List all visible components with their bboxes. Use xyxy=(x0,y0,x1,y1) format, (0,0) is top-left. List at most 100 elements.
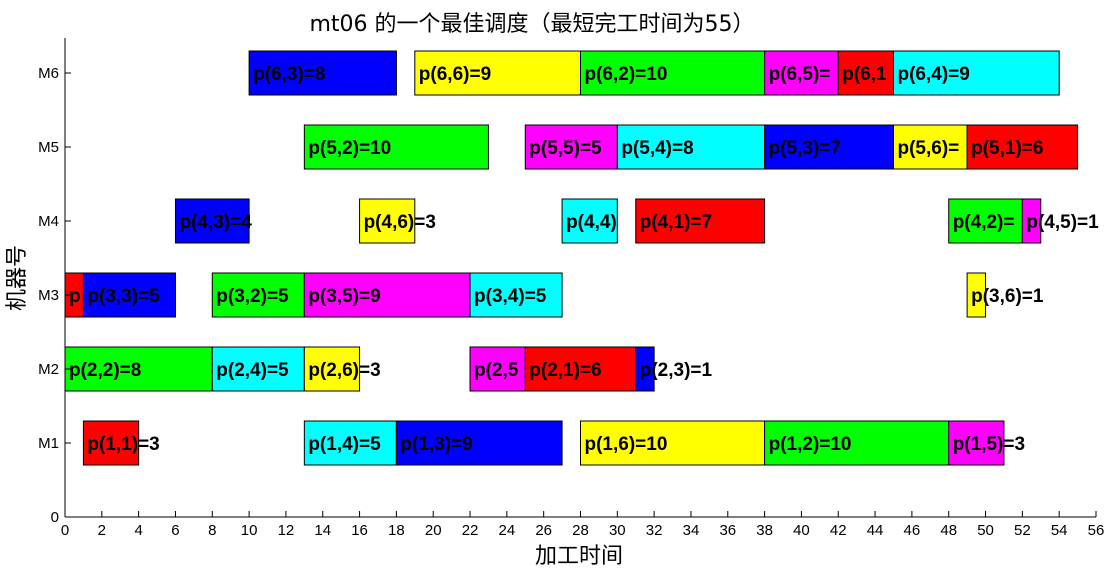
task-label-m6-j4: p(6,4)=9 xyxy=(897,64,969,85)
task-label-m6-j1: p(6,1 xyxy=(842,64,887,85)
task-label-m3-j1: p xyxy=(69,286,81,307)
task-label-m6-j3: p(6,3)=8 xyxy=(253,64,325,85)
task-label-m2-j6: p(2,6)=3 xyxy=(308,360,380,381)
task-bar-m5-j2 xyxy=(303,124,489,170)
y-tick-label: M1 xyxy=(38,435,59,452)
task-bar-m1-j6 xyxy=(580,420,766,466)
x-tick-label: 50 xyxy=(977,522,994,539)
axes: 0 2 4 6 8 10 12 14 16 18 20 22 24 26 28 30 32 34 36 38 40 42 4… xyxy=(38,38,1104,539)
task-bar-m6-j5 xyxy=(764,50,839,96)
task-bar-m2-j5 xyxy=(469,346,526,392)
x-tick-label: 34 xyxy=(683,522,700,539)
y-axis-label: 机器号 xyxy=(5,245,30,311)
task-label-m1-j1: p(1,1)=3 xyxy=(87,434,159,455)
task-bar-m2-j2 xyxy=(64,346,213,392)
y-tick-label: M6 xyxy=(38,65,59,82)
task-label-m6-j2: p(6,2)=10 xyxy=(585,64,668,85)
task-bar-m3-j5 xyxy=(303,272,471,318)
task-label-m2-j3: p(2,3)=1 xyxy=(640,360,713,381)
task-bars xyxy=(64,50,1079,466)
task-label-m5-j4: p(5,4)=8 xyxy=(621,138,693,159)
x-tick-label: 16 xyxy=(351,522,368,539)
task-bar-m4-j6 xyxy=(359,198,416,244)
task-bar-m1-j2 xyxy=(764,420,950,466)
task-label-m3-j3: p(3,3)=5 xyxy=(87,286,160,307)
task-bar-m2-j3 xyxy=(635,346,655,392)
task-bar-m3-j3 xyxy=(82,272,176,318)
y-tick-label: M5 xyxy=(38,139,59,156)
x-tick-label: 0 xyxy=(61,522,69,539)
task-bar-m2-j6 xyxy=(303,346,361,392)
task-label-m3-j5: p(3,5)=9 xyxy=(308,286,380,307)
task-label-m5-j2: p(5,2)=10 xyxy=(308,138,391,159)
task-bar-m2-j4 xyxy=(211,346,305,392)
task-bar-m6-j1 xyxy=(837,50,894,96)
y-tick-label: M3 xyxy=(38,287,59,304)
task-label-m3-j2: p(3,2)=5 xyxy=(216,286,289,307)
task-bar-m1-j5 xyxy=(948,420,1005,466)
task-label-m6-j5: p(6,5)= xyxy=(769,64,831,85)
task-label-m4-j5: p(4,5)=1 xyxy=(1026,212,1099,233)
task-bar-m3-j6 xyxy=(966,272,987,318)
y-tick-label: 0 xyxy=(51,509,59,526)
task-labels: p(1,1)=3 p(1,4)=5 p(1,3)=9 p(1,6)=10 p(1,2)=… xyxy=(69,64,1099,455)
x-tick-label: 24 xyxy=(499,522,516,539)
task-bar-m5-j5 xyxy=(524,124,618,170)
task-label-m6-j6: p(6,6)=9 xyxy=(419,64,491,85)
x-tick-label: 4 xyxy=(134,522,142,539)
task-label-m4-j4: p(4,4) xyxy=(566,212,617,233)
y-tick-label: M4 xyxy=(38,213,59,230)
x-tick-label: 10 xyxy=(241,522,258,539)
x-tick-label: 6 xyxy=(171,522,179,539)
x-tick-label: 46 xyxy=(904,522,921,539)
task-bar-m3-j2 xyxy=(211,272,305,318)
task-bar-m5-j3 xyxy=(764,124,894,170)
task-label-m3-j4: p(3,4)=5 xyxy=(474,286,547,307)
x-tick-label: 8 xyxy=(208,522,216,539)
task-label-m2-j5: p(2,5 xyxy=(474,360,519,381)
task-label-m1-j4: p(1,4)=5 xyxy=(308,434,381,455)
x-tick-label: 40 xyxy=(793,522,810,539)
task-bar-m4-j3 xyxy=(174,198,250,244)
x-tick-label: 36 xyxy=(719,522,736,539)
x-tick-label: 38 xyxy=(756,522,773,539)
task-label-m1-j5: p(1,5)=3 xyxy=(953,434,1025,455)
x-tick-label: 14 xyxy=(314,522,331,539)
task-label-m2-j2: p(2,2)=8 xyxy=(69,360,141,381)
task-bar-m1-j3 xyxy=(395,420,563,466)
task-bar-m1-j1 xyxy=(82,420,140,466)
x-tick-label: 2 xyxy=(98,522,106,539)
task-label-m4-j6: p(4,6)=3 xyxy=(364,212,436,233)
task-bar-m4-j4 xyxy=(561,198,618,244)
x-tick-label: 26 xyxy=(535,522,552,539)
task-bar-m5-j1 xyxy=(966,124,1079,170)
task-label-m5-j3: p(5,3)=7 xyxy=(769,138,841,159)
x-tick-label: 22 xyxy=(462,522,479,539)
x-tick-label: 52 xyxy=(1014,522,1031,539)
chart-title: mt06 的一个最佳调度（最短完工时间为55） xyxy=(309,12,754,37)
task-bar-m1-j4 xyxy=(303,420,397,466)
task-label-m2-j1: p(2,1)=6 xyxy=(529,360,601,381)
x-tick-label: 42 xyxy=(830,522,847,539)
task-label-m4-j1: p(4,1)=7 xyxy=(640,212,712,233)
task-bar-m4-j5 xyxy=(1021,198,1042,244)
task-label-m2-j4: p(2,4)=5 xyxy=(216,360,289,381)
task-bar-m4-j1 xyxy=(635,198,766,244)
x-tick-label: 18 xyxy=(388,522,405,539)
task-bar-m3-j4 xyxy=(469,272,563,318)
x-axis-label: 加工时间 xyxy=(535,544,623,568)
x-tick-label: 12 xyxy=(278,522,295,539)
x-tick-label: 44 xyxy=(867,522,884,539)
task-label-m3-j6: p(3,6)=1 xyxy=(971,286,1044,307)
task-bar-m6-j4 xyxy=(892,50,1060,96)
task-label-m5-j5: p(5,5)=5 xyxy=(529,138,602,159)
y-tick-label: M2 xyxy=(38,361,59,378)
x-tick-label: 56 xyxy=(1088,522,1105,539)
task-label-m1-j2: p(1,2)=10 xyxy=(769,434,852,455)
x-tick-label: 54 xyxy=(1051,522,1068,539)
task-bar-m6-j3 xyxy=(248,50,397,96)
task-label-m5-j1: p(5,1)=6 xyxy=(971,138,1043,159)
x-tick-label: 30 xyxy=(609,522,626,539)
task-label-m4-j3: p(4,3)=4 xyxy=(179,212,252,233)
